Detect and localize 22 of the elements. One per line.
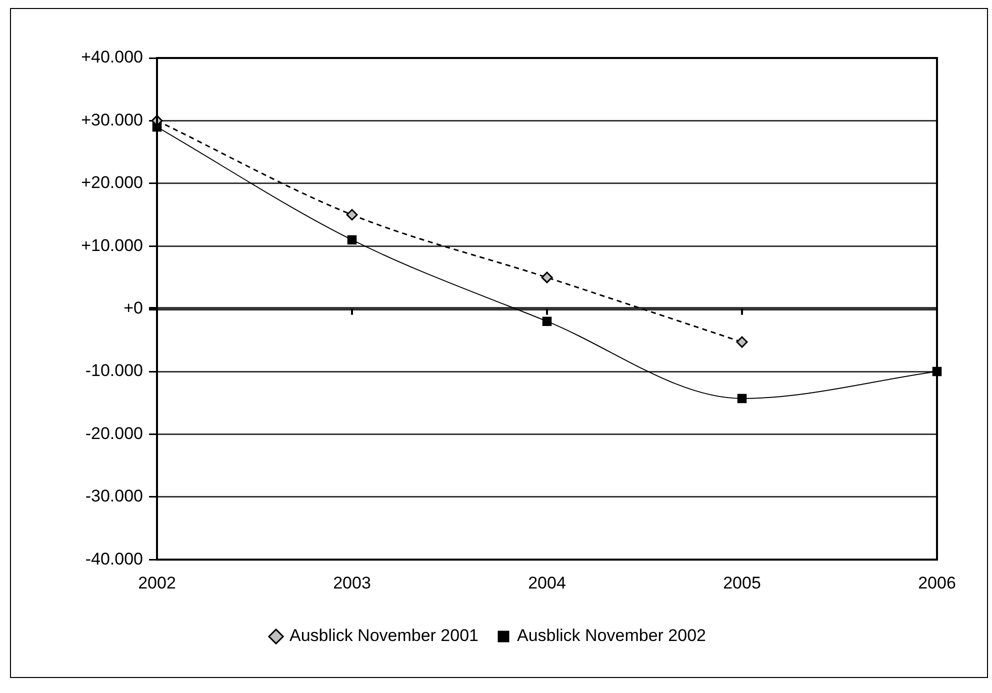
y-tick-label: +40.000 bbox=[81, 48, 143, 67]
legend-label: Ausblick November 2002 bbox=[517, 626, 706, 646]
point bbox=[542, 316, 552, 326]
x-tick-label: 2004 bbox=[528, 573, 566, 592]
x-tick-label: 2005 bbox=[723, 573, 761, 592]
y-tick-label: +0 bbox=[124, 298, 143, 318]
point bbox=[736, 336, 748, 348]
point bbox=[737, 394, 747, 404]
legend-label: Ausblick November 2001 bbox=[290, 626, 478, 646]
y-tick-label: +20.000 bbox=[81, 173, 143, 192]
point bbox=[346, 209, 358, 220]
y-tick-label: +10.000 bbox=[81, 236, 143, 255]
y-tick-label: -30.000 bbox=[85, 486, 143, 506]
y-tick-label: +30.000 bbox=[81, 110, 143, 130]
x-tick-label: 2006 bbox=[918, 573, 956, 592]
x-tick-label: 2003 bbox=[333, 573, 371, 592]
y-tick-label: -10.000 bbox=[85, 361, 143, 380]
y-tick-label: -40.000 bbox=[85, 549, 143, 568]
x-tick-label: 2002 bbox=[138, 573, 176, 592]
point bbox=[541, 272, 553, 284]
point bbox=[347, 235, 357, 244]
y-tick-label: -20.000 bbox=[85, 424, 143, 443]
